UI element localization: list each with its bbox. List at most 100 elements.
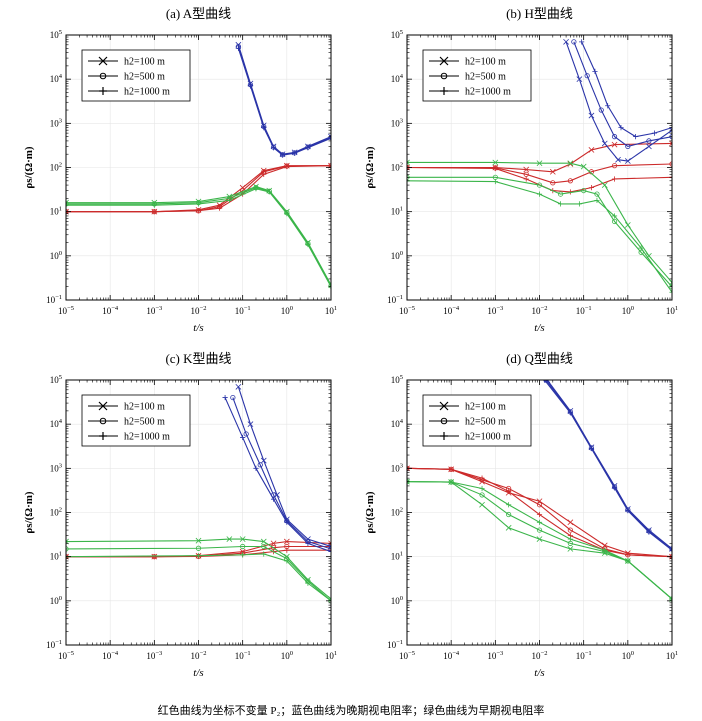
data-point [261,551,267,557]
data-point [669,547,672,553]
data-point [492,165,498,172]
data-point [506,502,512,508]
x-tick-label: 10−3 [146,650,162,661]
legend-marker [98,56,108,66]
y-tick-label: 101 [391,551,403,562]
x-tick-label: 10−3 [487,305,503,316]
data-point [235,383,242,390]
legend-marker [440,87,448,95]
chart-title: (b) H型曲线 [506,6,573,21]
data-point [235,45,241,51]
data-point [624,222,631,228]
data-point [541,380,548,383]
data-point [479,501,485,508]
y-tick-label: 102 [391,162,403,173]
data-point [284,163,290,170]
data-point [576,201,582,207]
data-point [594,197,600,203]
data-point [624,158,631,164]
data-point [195,545,202,551]
data-point [66,546,69,552]
y-tick-label: 104 [50,418,63,429]
data-point [584,73,590,79]
data-point [588,185,595,191]
data-point [536,160,543,167]
data-point [567,410,573,416]
x-tick-label: 10−4 [102,305,119,316]
series-group [66,383,331,604]
data-point [151,554,157,560]
data-point [598,107,604,113]
y-tick-label: 101 [50,551,62,562]
data-point [492,159,499,166]
x-tick-label: 10−5 [399,305,415,316]
y-tick-label: 101 [50,206,62,217]
data-point [66,202,69,208]
y-tick-label: 10−1 [46,294,62,305]
x-tick-label: 10−3 [146,305,162,316]
data-point [226,536,233,542]
data-point [260,538,267,545]
data-point [506,511,512,518]
data-point [230,394,236,401]
series-line [66,538,331,600]
data-point [479,475,485,481]
data-point [195,553,202,559]
data-point [567,519,574,526]
chart-panel-2: 10−5 10−4 10−3 10−2 10−1 100 101 10−1 100 101 102 1… [23,351,337,679]
y-axis-label: ρs/(Ω·m) [23,146,35,189]
x-tick-label: 10−2 [191,305,207,316]
chart-title: (d) Q型曲线 [506,351,573,366]
y-tick-label: 103 [391,117,403,128]
legend: h2=100 m h2=500 m h2=1000 m [422,394,532,447]
x-tick-label: 101 [666,305,678,316]
legend-label: h2=1000 m [465,432,511,443]
chart-panel-1: 10−5 10−4 10−3 10−2 10−1 100 101 10−1 100 101 102 1… [364,6,678,334]
x-tick-label: 10−2 [532,650,548,661]
data-point [448,479,454,485]
y-tick-label: 104 [50,73,63,84]
series-line [407,176,672,288]
data-point [567,161,574,167]
x-tick-label: 10−4 [443,650,460,661]
legend-label: h2=500 m [124,417,165,428]
data-point [625,552,631,558]
x-tick-label: 10−4 [102,650,119,661]
series-line [66,165,331,213]
data-point [571,39,577,45]
data-point [611,134,618,140]
data-point [625,558,631,564]
data-point [580,163,587,170]
data-point [646,529,652,535]
x-tick-label: 100 [281,650,293,661]
y-tick-label: 103 [391,462,403,473]
x-tick-label: 10−2 [191,650,207,661]
chart-title: (a) A型曲线 [166,6,231,21]
data-point [523,166,530,173]
legend-marker [99,72,107,80]
data-point [669,289,672,295]
data-point [305,145,311,151]
y-tick-label: 105 [50,374,62,385]
chart-panel-3: 10−5 10−4 10−3 10−2 10−1 100 101 10−1 100 101 102 1… [364,351,678,679]
y-tick-label: 100 [50,595,62,606]
data-point [605,103,611,109]
y-tick-label: 104 [391,73,404,84]
data-point [523,176,529,182]
data-point [448,466,454,472]
y-tick-label: 102 [50,507,62,518]
data-point [638,245,644,251]
legend-label: h2=500 m [465,417,506,428]
legend-label: h2=500 m [465,72,506,83]
x-tick-label: 100 [622,305,634,316]
legend-marker [99,417,107,425]
data-point [588,112,595,119]
data-point [567,160,574,167]
data-point [602,547,608,553]
data-point [588,445,595,452]
data-point [625,143,631,150]
x-tick-label: 101 [325,650,337,661]
data-point [270,496,277,502]
series-line [565,41,672,162]
x-tick-label: 10−1 [576,305,592,316]
